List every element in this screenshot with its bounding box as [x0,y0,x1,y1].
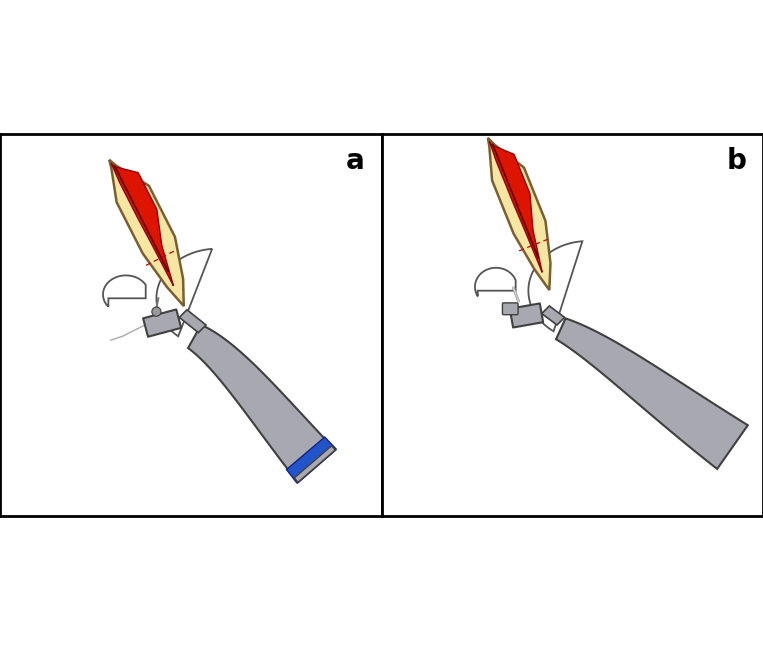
Polygon shape [488,138,550,290]
Polygon shape [143,309,181,337]
FancyBboxPatch shape [502,303,518,315]
Text: a: a [346,147,364,175]
Polygon shape [489,142,542,272]
Polygon shape [103,276,146,307]
Polygon shape [295,446,336,482]
Polygon shape [111,163,173,286]
Polygon shape [179,310,206,333]
Text: b: b [726,147,746,175]
Polygon shape [542,306,565,325]
Polygon shape [188,325,336,482]
Polygon shape [529,241,582,332]
Polygon shape [109,160,184,306]
Polygon shape [475,268,516,296]
Polygon shape [286,437,336,483]
Polygon shape [510,304,543,328]
Polygon shape [556,318,748,469]
Circle shape [152,307,161,317]
Polygon shape [156,249,212,336]
